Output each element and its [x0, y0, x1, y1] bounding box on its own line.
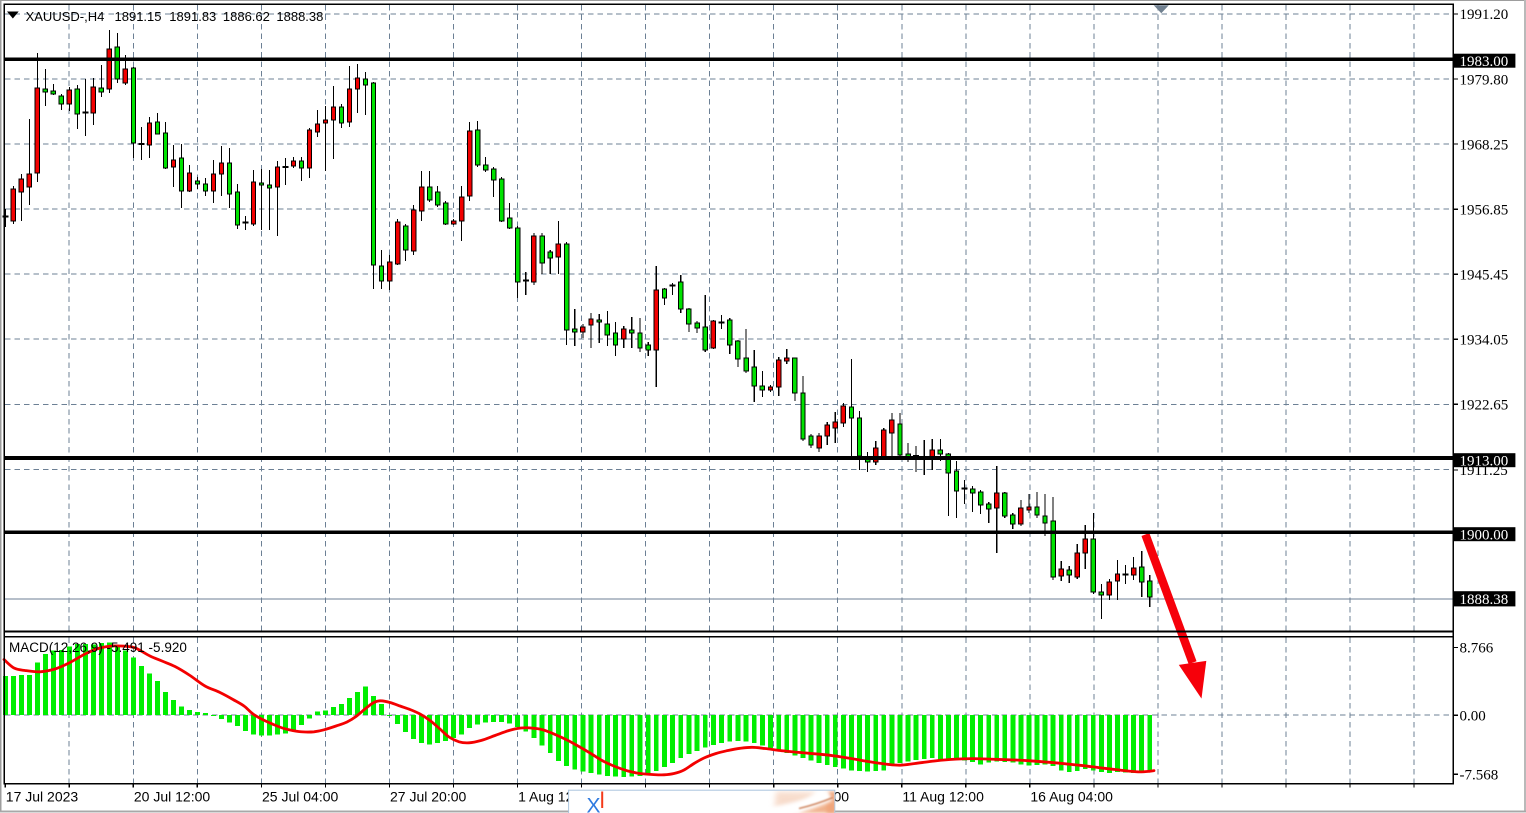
svg-text:1983.00: 1983.00 [1460, 54, 1509, 70]
svg-text:1900.00: 1900.00 [1460, 527, 1509, 543]
svg-text:0.00: 0.00 [1460, 708, 1486, 724]
svg-text:X: X [587, 795, 601, 813]
svg-text:1934.05: 1934.05 [1460, 333, 1509, 349]
svg-text:1922.65: 1922.65 [1460, 398, 1509, 414]
svg-text:20 Jul 12:00: 20 Jul 12:00 [134, 789, 210, 805]
svg-text:1968.25: 1968.25 [1460, 137, 1509, 153]
svg-text:16 Aug 04:00: 16 Aug 04:00 [1030, 789, 1113, 805]
svg-text:1945.45: 1945.45 [1460, 267, 1509, 283]
svg-text:1888.38: 1888.38 [276, 9, 323, 24]
svg-text:1956.85: 1956.85 [1460, 202, 1509, 218]
svg-text:1913.00: 1913.00 [1460, 453, 1509, 469]
svg-text:1888.38: 1888.38 [1460, 592, 1509, 608]
svg-text:-7.568: -7.568 [1460, 767, 1499, 783]
svg-text:8.766: 8.766 [1460, 641, 1494, 657]
svg-text:1979.80: 1979.80 [1460, 72, 1509, 88]
svg-text:11 Aug 12:00: 11 Aug 12:00 [902, 789, 984, 805]
svg-text:XAUUSD-,H4: XAUUSD-,H4 [26, 9, 105, 24]
svg-text:1886.62: 1886.62 [223, 9, 270, 24]
svg-text:MACD(12,26,9) -5.491 -5.920: MACD(12,26,9) -5.491 -5.920 [9, 640, 187, 655]
svg-text:17 Jul 2023: 17 Jul 2023 [6, 789, 79, 805]
svg-text:27 Jul 20:00: 27 Jul 20:00 [390, 789, 466, 805]
svg-text:1891.15: 1891.15 [115, 9, 162, 24]
svg-text:25 Jul 04:00: 25 Jul 04:00 [262, 789, 338, 805]
svg-text:1991.20: 1991.20 [1460, 7, 1509, 23]
svg-text:1891.83: 1891.83 [169, 9, 216, 24]
